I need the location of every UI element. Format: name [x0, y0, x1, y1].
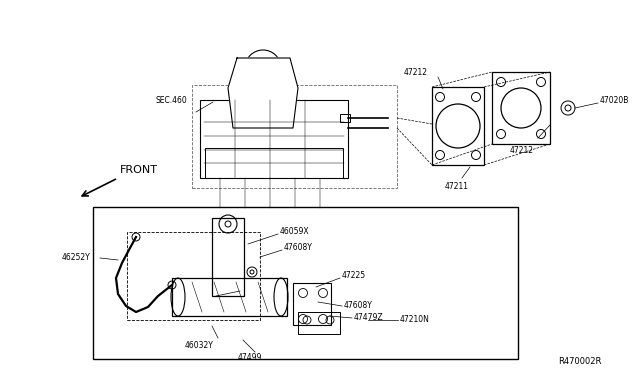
Bar [192, 85, 397, 188]
Text: 46059X: 46059X [280, 227, 310, 235]
Text: 47499: 47499 [238, 353, 262, 362]
Bar [432, 87, 484, 165]
Text: FRONT: FRONT [120, 165, 158, 175]
Text: 47211: 47211 [445, 182, 469, 190]
Polygon shape [228, 58, 298, 128]
Text: 47479Z: 47479Z [354, 314, 383, 323]
Bar [93, 207, 518, 359]
Bar [298, 312, 340, 334]
Bar [200, 100, 348, 178]
Text: 47212: 47212 [510, 145, 534, 154]
Text: 47608Y: 47608Y [284, 244, 313, 253]
Text: R470002R: R470002R [558, 357, 602, 366]
Text: 46252Y: 46252Y [62, 253, 91, 263]
Bar [293, 283, 331, 325]
Bar [212, 218, 244, 296]
Text: 46032Y: 46032Y [185, 340, 214, 350]
Text: 47608Y: 47608Y [344, 301, 373, 311]
Text: 47020B: 47020B [600, 96, 629, 105]
Text: 47210N: 47210N [400, 315, 430, 324]
Text: SEC.460: SEC.460 [155, 96, 187, 105]
Bar [127, 232, 260, 320]
Bar [492, 72, 550, 144]
Text: 47225: 47225 [342, 270, 366, 279]
Text: 47212: 47212 [404, 67, 428, 77]
Bar [340, 114, 350, 122]
Bar [172, 278, 287, 316]
Bar [205, 148, 343, 178]
